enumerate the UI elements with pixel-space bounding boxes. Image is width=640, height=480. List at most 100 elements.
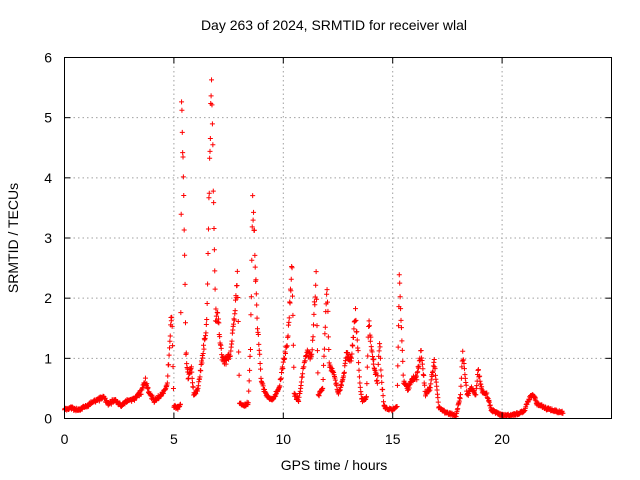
- data-point: [167, 345, 173, 351]
- data-point: [142, 375, 148, 381]
- data-point: [375, 361, 381, 367]
- data-point: [296, 399, 302, 405]
- data-point: [227, 353, 233, 359]
- data-point: [368, 334, 374, 340]
- data-point: [400, 372, 406, 378]
- data-point: [349, 351, 355, 357]
- data-point: [369, 349, 375, 355]
- data-point: [215, 310, 221, 316]
- data-point: [475, 367, 481, 373]
- data-point: [397, 294, 403, 300]
- data-point: [289, 293, 295, 299]
- data-point: [473, 392, 479, 398]
- data-point: [415, 369, 421, 375]
- data-point: [247, 353, 253, 359]
- data-point: [322, 331, 328, 337]
- data-point: [205, 281, 211, 287]
- x-tick-label: 20: [494, 431, 510, 447]
- data-point: [231, 317, 237, 323]
- data-point: [169, 314, 175, 320]
- data-point: [460, 348, 466, 354]
- data-point: [313, 269, 319, 275]
- data-point: [356, 367, 362, 373]
- chart-title: Day 263 of 2024, SRMTID for receiver wla…: [201, 17, 467, 33]
- data-point: [166, 362, 172, 368]
- data-point: [298, 379, 304, 385]
- data-point: [287, 300, 293, 306]
- data-point: [181, 192, 187, 198]
- data-point: [432, 366, 438, 372]
- data-point: [280, 365, 286, 371]
- data-point: [378, 367, 384, 373]
- data-point: [377, 355, 383, 361]
- data-point: [352, 318, 358, 324]
- y-tick-label: 4: [44, 170, 52, 186]
- data-point: [355, 348, 361, 354]
- data-point: [322, 324, 328, 330]
- data-point: [190, 384, 196, 390]
- data-point: [399, 347, 405, 353]
- data-point: [324, 299, 330, 305]
- data-point: [205, 251, 211, 257]
- data-point: [236, 349, 242, 355]
- data-point: [216, 320, 222, 326]
- data-point: [363, 394, 369, 400]
- data-point: [379, 379, 385, 385]
- data-point: [325, 308, 331, 314]
- data-point: [458, 383, 464, 389]
- data-point: [350, 343, 356, 349]
- data-point: [257, 351, 263, 357]
- data-point: [484, 390, 490, 396]
- data-point: [378, 373, 384, 379]
- data-point: [198, 368, 204, 374]
- data-point: [302, 358, 308, 364]
- data-point: [179, 107, 185, 113]
- data-point: [234, 268, 240, 274]
- data-point: [256, 341, 262, 347]
- data-point: [250, 193, 256, 199]
- y-tick-label: 3: [44, 230, 52, 246]
- data-point: [278, 375, 284, 381]
- data-point: [282, 355, 288, 361]
- data-point: [182, 320, 188, 326]
- data-point: [201, 346, 207, 352]
- data-series-srmtid: [62, 77, 566, 420]
- data-point: [321, 346, 327, 352]
- data-point: [418, 347, 424, 353]
- data-point: [209, 102, 215, 108]
- data-point: [376, 348, 382, 354]
- data-point: [189, 369, 195, 375]
- data-point: [290, 342, 296, 348]
- data-point: [422, 382, 428, 388]
- data-point: [380, 393, 386, 399]
- data-point: [213, 313, 219, 319]
- data-point: [463, 382, 469, 388]
- data-point: [365, 353, 371, 359]
- data-point: [182, 281, 188, 287]
- data-point: [396, 323, 402, 329]
- data-point: [178, 310, 184, 316]
- data-point: [461, 360, 467, 366]
- data-point: [203, 330, 209, 336]
- data-point: [310, 322, 316, 328]
- data-point: [312, 302, 318, 308]
- data-point: [430, 368, 436, 374]
- data-point: [235, 295, 241, 301]
- data-point: [397, 280, 403, 286]
- data-point: [253, 277, 259, 283]
- data-point: [321, 353, 327, 359]
- data-point: [208, 93, 214, 99]
- data-point: [356, 374, 362, 380]
- data-point: [204, 300, 210, 306]
- data-point: [356, 360, 362, 366]
- data-point: [258, 366, 264, 372]
- data-point: [320, 385, 326, 391]
- grid: [64, 57, 612, 419]
- data-point: [212, 268, 218, 274]
- data-point: [210, 142, 216, 148]
- data-point: [206, 195, 212, 201]
- data-point: [324, 287, 330, 293]
- data-point: [309, 351, 315, 357]
- data-point: [200, 351, 206, 357]
- data-point: [234, 282, 240, 288]
